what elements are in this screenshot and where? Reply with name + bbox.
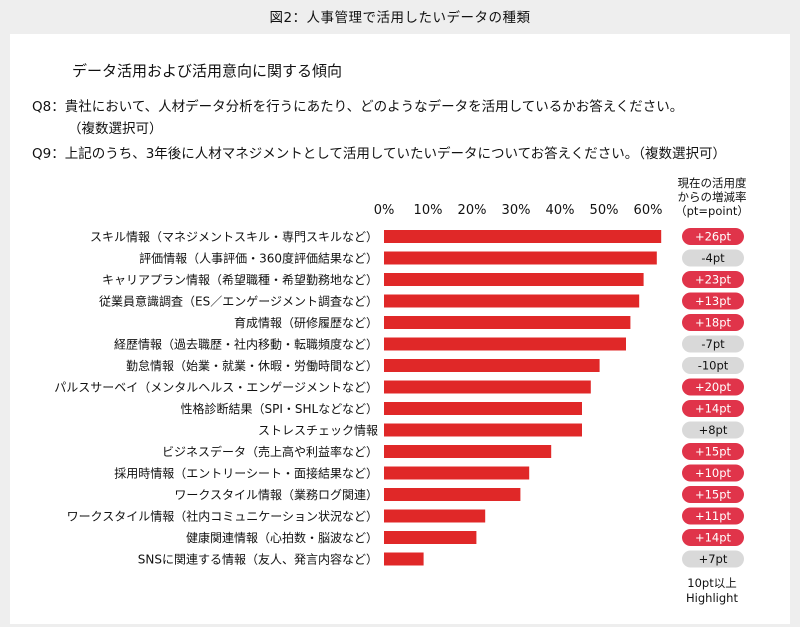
change-rate-label: +26pt <box>695 230 732 244</box>
category-label: ワークスタイル情報（業務ログ関連） <box>174 488 378 502</box>
change-rate-pill <box>682 529 744 546</box>
bar <box>384 402 582 415</box>
change-rate-label: -10pt <box>698 359 729 373</box>
change-rate-label: -7pt <box>701 337 725 351</box>
change-rate-pill <box>682 378 744 396</box>
highlight-note: 10pt以上 Highlight <box>662 576 762 606</box>
question-q8-label: Q8： <box>32 99 65 115</box>
change-rate-pill <box>682 507 744 525</box>
chart-subtitle: データ活用および活用意向に関する傾向 <box>72 62 343 80</box>
x-tick-label: 30% <box>502 203 531 218</box>
bar <box>384 316 631 329</box>
bar <box>384 230 662 243</box>
change-rate-pill <box>682 314 744 331</box>
change-rate-label: -4pt <box>701 251 725 265</box>
category-label: 育成情報（研修履歴など） <box>234 315 378 330</box>
question-q8-text-2: （複数選択可） <box>68 121 163 137</box>
category-label: キャリアプラン情報（希望職種・希望勤務地など） <box>102 272 378 287</box>
x-tick-label: 10% <box>414 203 443 218</box>
category-label: 評価情報（人事評価・360度評価結果など） <box>139 251 378 266</box>
bar <box>384 445 552 458</box>
change-rate-pill <box>682 486 744 503</box>
figure-title: 図2：人事管理で活用したいデータの種類 <box>269 10 531 26</box>
change-rate-header-line-1: 現在の活用度 <box>677 176 747 190</box>
change-rate-pill <box>682 400 744 417</box>
bar <box>384 251 657 265</box>
change-rate-label: +7pt <box>699 552 728 566</box>
change-rate-header-line-2: からの増減率 <box>677 190 747 204</box>
change-rate-pill <box>682 292 744 310</box>
change-rate-pill <box>682 464 744 482</box>
category-label: 経歴情報（過去職歴・社内移動・転職頻度など） <box>114 337 378 352</box>
bar <box>384 509 486 523</box>
change-rate-pill <box>682 357 744 374</box>
category-label: 採用時情報（エントリーシート・面接結果など） <box>114 466 378 481</box>
change-rate-label: +14pt <box>695 531 732 545</box>
highlight-note-line-2: Highlight <box>686 591 738 605</box>
category-label: 勤怠情報（始業・就業・休暇・労働時間など） <box>126 359 378 373</box>
change-rate-label: +10pt <box>695 466 732 480</box>
question-q8: Q8：貴社において、人材データ分析を行うにあたり、どのようなデータを活用している… <box>32 95 683 115</box>
x-tick-label: 0% <box>374 203 395 218</box>
bar <box>384 273 644 286</box>
question-q9-label: Q9： <box>32 146 65 162</box>
bar <box>384 466 530 480</box>
question-q9-text: 上記のうち、3年後に人材マネジメントとして活用していたいデータについてお答えくだ… <box>64 146 727 162</box>
bar <box>384 552 424 566</box>
bar <box>384 531 477 544</box>
bar <box>384 423 582 437</box>
category-label: ストレスチェック情報 <box>258 424 378 438</box>
question-q8-text: 貴社において、人材データ分析を行うにあたり、どのようなデータを活用しているかお答… <box>64 99 684 115</box>
category-label: パルスサーベイ（メンタルヘルス・エンゲージメントなど） <box>54 381 378 395</box>
category-label: スキル情報（マネジメントスキル・専門スキルなど） <box>90 230 378 244</box>
change-rate-pill <box>682 443 744 460</box>
change-rate-label: +18pt <box>695 316 732 330</box>
category-label: 性格診断結果（SPI・SHLなどなど） <box>181 401 378 416</box>
bar <box>384 380 591 394</box>
change-rate-pill <box>682 335 744 353</box>
category-label: SNSに関連する情報（友人、発言内容など） <box>138 552 378 567</box>
change-rate-header: 現在の活用度 からの増減率 （pt=point） <box>662 176 762 218</box>
change-rate-label: +14pt <box>695 402 732 416</box>
change-rate-label: +13pt <box>695 294 732 308</box>
change-rate-pill <box>682 249 744 267</box>
bar <box>384 337 626 351</box>
x-tick-label: 60% <box>634 203 663 218</box>
category-label: ワークスタイル情報（社内コミュニケーション状況など） <box>67 509 378 524</box>
change-rate-pill <box>682 271 744 288</box>
highlight-note-line-1: 10pt以上 <box>687 576 737 590</box>
category-label: 従業員意識調査（ES／エンゲージメント調査など） <box>99 294 378 309</box>
change-rate-label: +20pt <box>695 380 732 394</box>
change-rate-header-line-3: （pt=point） <box>675 204 749 218</box>
change-rate-pill <box>682 550 744 568</box>
change-rate-label: +15pt <box>695 488 732 502</box>
change-rate-label: +11pt <box>695 509 732 523</box>
change-rate-pill <box>682 421 744 439</box>
change-rate-label: +23pt <box>695 273 732 287</box>
change-rate-pill <box>682 228 744 245</box>
bar <box>384 488 521 501</box>
category-label: 健康関連情報（心拍数・脳波など） <box>186 530 378 545</box>
category-label: ビジネスデータ（売上高や利益率など） <box>162 444 378 459</box>
x-tick-label: 50% <box>590 203 619 218</box>
x-tick-label: 40% <box>546 203 575 218</box>
x-tick-label: 20% <box>458 203 487 218</box>
bar <box>384 359 600 372</box>
change-rate-label: +8pt <box>699 423 728 437</box>
change-rate-label: +15pt <box>695 445 732 459</box>
bar <box>384 294 640 308</box>
question-q9: Q9：上記のうち、3年後に人材マネジメントとして活用していたいデータについてお答… <box>32 142 726 162</box>
